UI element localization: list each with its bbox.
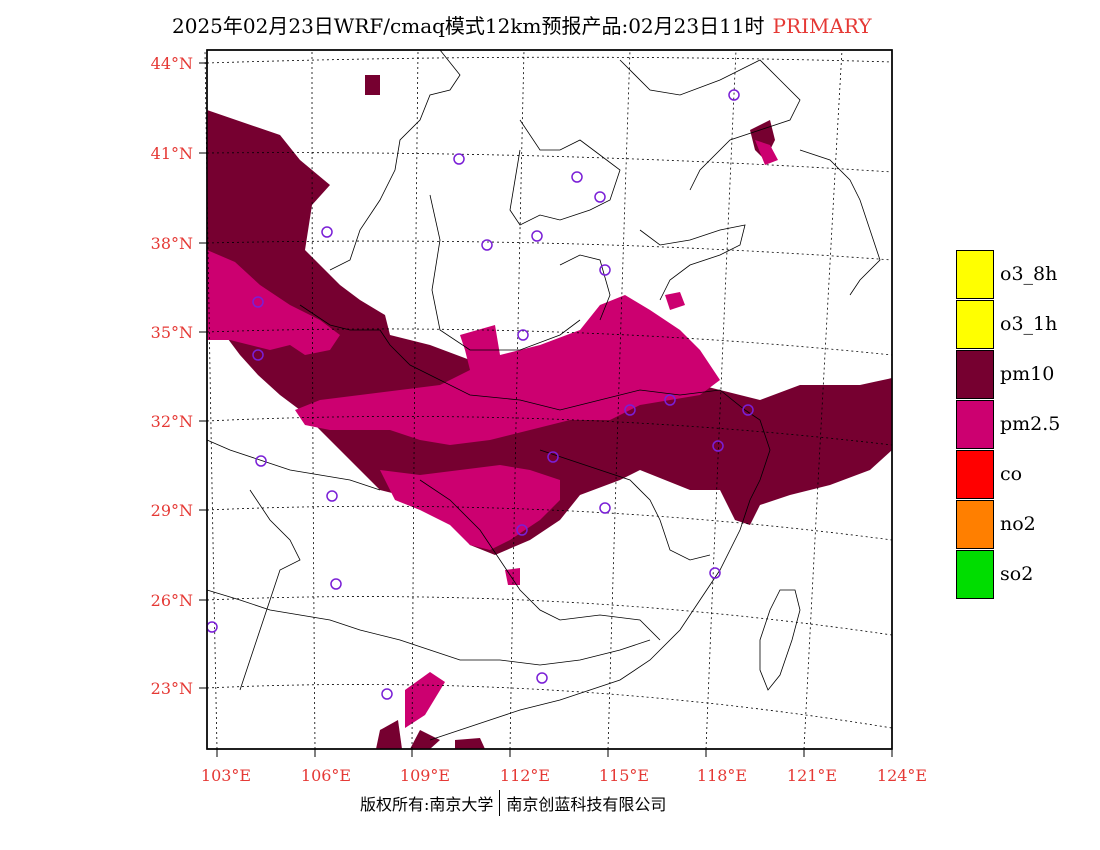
station-marker <box>516 524 528 536</box>
legend-swatch <box>956 549 994 599</box>
legend-item-co: co <box>956 449 1060 499</box>
station-marker <box>381 688 393 700</box>
station-marker <box>712 440 724 452</box>
station-marker <box>255 455 267 467</box>
station-marker <box>599 502 611 514</box>
legend-swatch <box>956 249 994 299</box>
legend-swatch <box>956 349 994 399</box>
station-marker <box>531 230 543 242</box>
station-marker <box>599 264 611 276</box>
station-marker <box>252 349 264 361</box>
lon-label-106: 106°E <box>301 766 351 785</box>
legend-item-o3-1h: o3_1h <box>956 299 1060 349</box>
legend-item-no2: no2 <box>956 499 1060 549</box>
lat-label-32: 32°N <box>151 412 193 431</box>
lon-label-115: 115°E <box>599 766 649 785</box>
station-marker <box>664 394 676 406</box>
legend-swatch <box>956 499 994 549</box>
station-marker <box>517 329 529 341</box>
lat-label-29: 29°N <box>151 501 193 520</box>
lon-label-124: 124°E <box>877 766 927 785</box>
station-marker <box>709 567 721 579</box>
legend-item-o3-8h: o3_8h <box>956 249 1060 299</box>
station-marker <box>624 404 636 416</box>
station-marker <box>742 404 754 416</box>
station-marker <box>547 451 559 463</box>
lon-label-109: 109°E <box>400 766 450 785</box>
lat-label-35: 35°N <box>151 323 193 342</box>
legend-label: no2 <box>1000 513 1036 535</box>
graticule <box>204 49 893 750</box>
legend-item-so2: so2 <box>956 549 1060 599</box>
station-marker <box>571 171 583 183</box>
station-marker <box>453 153 465 165</box>
pm25-region <box>207 140 778 728</box>
copyright-left: 版权所有:南京大学 <box>360 795 494 814</box>
station-marker <box>252 296 264 308</box>
map-title-main: 2025年02月23日WRF/cmaq模式12km预报产品:02月23日11时 <box>172 14 765 38</box>
boundary-lines <box>206 49 881 741</box>
map-title-tag: PRIMARY <box>772 14 872 38</box>
station-markers <box>206 89 754 700</box>
legend-swatch <box>956 299 994 349</box>
lat-label-26: 26°N <box>151 591 193 610</box>
legend-item-pm25: pm2.5 <box>956 399 1060 449</box>
legend-label: pm2.5 <box>1000 413 1061 435</box>
lat-label-41: 41°N <box>151 144 193 163</box>
footer-divider <box>499 790 501 816</box>
map-title: 2025年02月23日WRF/cmaq模式12km预报产品:02月23日11时 P… <box>172 10 872 39</box>
lat-label-44: 44°N <box>151 54 193 73</box>
copyright-footer: 版权所有:南京大学 南京创蓝科技有限公司 <box>360 790 666 816</box>
pollutant-legend: o3_8h o3_1h pm10 pm2.5 co no2 so2 <box>956 249 1060 599</box>
legend-label: so2 <box>1000 563 1034 585</box>
lon-label-112: 112°E <box>500 766 550 785</box>
legend-swatch <box>956 449 994 499</box>
legend-label: o3_8h <box>1000 263 1058 285</box>
legend-label: pm10 <box>1000 363 1055 385</box>
lon-label-121: 121°E <box>787 766 837 785</box>
lon-label-103: 103°E <box>201 766 251 785</box>
lon-label-118: 118°E <box>697 766 747 785</box>
station-marker <box>594 191 606 203</box>
legend-swatch <box>956 399 994 449</box>
station-marker <box>536 672 548 684</box>
tick-marks <box>199 62 893 757</box>
legend-item-pm10: pm10 <box>956 349 1060 399</box>
station-marker <box>330 578 342 590</box>
copyright-right: 南京创蓝科技有限公司 <box>506 795 667 814</box>
station-marker <box>728 89 740 101</box>
station-marker <box>321 226 333 238</box>
station-marker <box>326 490 338 502</box>
legend-label: o3_1h <box>1000 313 1058 335</box>
lat-label-23: 23°N <box>151 679 193 698</box>
legend-label: co <box>1000 463 1023 485</box>
station-marker <box>481 239 493 251</box>
lat-label-38: 38°N <box>151 234 193 253</box>
